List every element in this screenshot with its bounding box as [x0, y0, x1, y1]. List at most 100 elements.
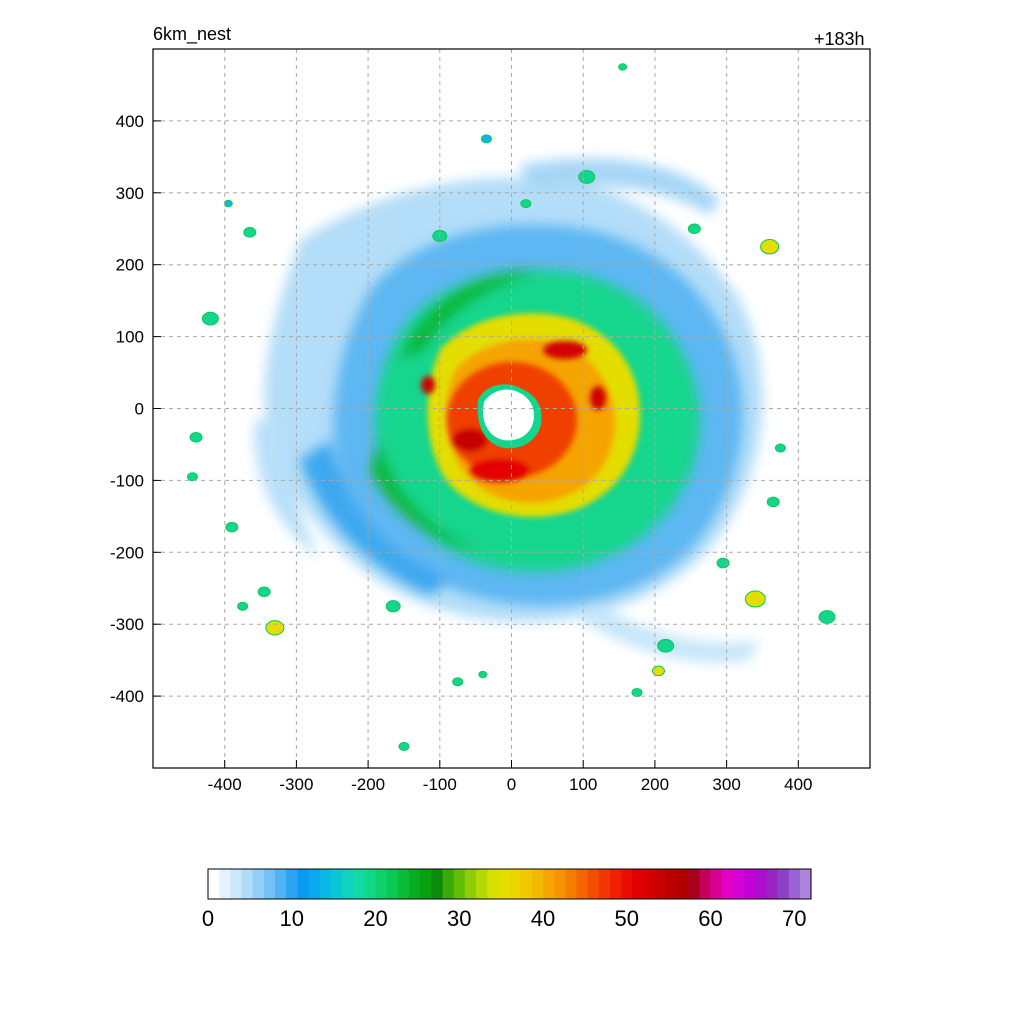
y-tick-label: 200: [116, 256, 144, 275]
colorbar-swatch: [643, 869, 656, 899]
colorbar-frame: [207, 868, 812, 900]
colorbar-swatch: [342, 869, 354, 899]
colorbar-swatch: [520, 869, 533, 899]
colorbar-tick-label: 10: [280, 906, 304, 931]
colorbar-swatch: [286, 869, 298, 899]
convective-cell: [818, 610, 836, 624]
colorbar-swatch: [531, 869, 544, 899]
colorbar-tick-label: 50: [615, 906, 639, 931]
convective-cell: [618, 63, 628, 71]
convective-cell: [243, 227, 257, 238]
convective-cell: [774, 443, 786, 453]
convective-cell: [657, 638, 675, 653]
x-tick-label: -400: [208, 775, 242, 794]
x-tick-label: -300: [279, 775, 313, 794]
convective-cell: [520, 199, 532, 209]
colorbar-swatch: [297, 869, 310, 899]
y-tick-label: -300: [110, 615, 144, 634]
colorbar-swatch: [632, 869, 645, 899]
x-tick-label: 100: [569, 775, 597, 794]
colorbar-swatch: [364, 869, 377, 899]
colorbar-swatch: [554, 869, 566, 899]
chart-title-right: +183h: [814, 29, 865, 49]
convective-cell: [631, 688, 643, 698]
x-tick-label: 400: [784, 775, 812, 794]
colorbar-swatch: [330, 869, 343, 899]
colorbar-swatch: [587, 869, 600, 899]
colorbar-swatch: [319, 869, 332, 899]
convective-cell: [766, 496, 780, 508]
colorbar: [207, 868, 812, 900]
colorbar-tick-label: 60: [698, 906, 722, 931]
convective-cell: [237, 601, 249, 611]
convective-cells: [186, 63, 836, 751]
convective-cell: [189, 431, 203, 443]
convective-cell: [651, 665, 665, 677]
colorbar-swatch: [208, 869, 220, 899]
colorbar-swatch: [543, 869, 555, 899]
colorbar-swatch: [565, 869, 578, 899]
colorbar-swatch: [721, 869, 734, 899]
convective-cell: [760, 239, 780, 255]
colorbar-swatch: [688, 869, 700, 899]
colorbar-swatch: [621, 869, 633, 899]
colorbar-swatch: [498, 869, 511, 899]
colorbar-swatch: [431, 869, 444, 899]
colorbar-swatch: [598, 869, 611, 899]
colorbar-swatch: [576, 869, 589, 899]
colorbar-swatch: [241, 869, 254, 899]
convective-cell: [186, 472, 198, 482]
colorbar-swatch: [308, 869, 321, 899]
colorbar-tick-label: 40: [531, 906, 555, 931]
convective-cell: [687, 223, 701, 235]
convective-cell: [480, 134, 492, 144]
colorbar-swatch: [788, 869, 801, 899]
colorbar-tick-label: 30: [447, 906, 471, 931]
colorbar-swatch: [252, 869, 265, 899]
convective-cell: [578, 170, 596, 184]
y-tick-label: 400: [116, 112, 144, 131]
colorbar-ticks: 0 10 20 30 40 50 60 70: [202, 906, 807, 931]
chart-title-left: 6km_nest: [153, 24, 232, 44]
colorbar-swatch: [487, 869, 499, 899]
convective-cell: [201, 311, 219, 326]
convective-cell: [478, 670, 488, 679]
colorbar-swatch: [442, 869, 455, 899]
convective-cell: [716, 557, 730, 569]
convective-cell: [223, 199, 233, 208]
convective-cell: [265, 620, 285, 636]
colorbar-swatch: [453, 869, 466, 899]
convective-cell: [398, 741, 410, 751]
colorbar-swatch: [732, 869, 745, 899]
y-tick-label: -400: [110, 687, 144, 706]
colorbar-swatch: [699, 869, 712, 899]
colorbar-swatch: [654, 869, 667, 899]
colorbar-swatch: [275, 869, 287, 899]
colorbar-swatch: [777, 869, 790, 899]
colorbar-swatch: [665, 869, 678, 899]
colorbar-swatch: [397, 869, 410, 899]
colorbar-swatch: [409, 869, 421, 899]
colorbar-swatch: [766, 869, 779, 899]
convective-cell: [257, 586, 271, 598]
colorbar-swatch: [755, 869, 767, 899]
x-axis: -400 -300 -200 -100 0 100 200 300 400: [208, 760, 812, 794]
colorbar-swatch: [386, 869, 399, 899]
plot-area: -400 -300 -200 -100 0 100 200 300 400 400 300 200 1…: [110, 48, 871, 794]
colorbar-swatch: [464, 869, 477, 899]
eye: [477, 384, 542, 449]
convective-cell: [385, 600, 401, 613]
x-tick-label: 300: [712, 775, 740, 794]
y-tick-label: -200: [110, 543, 144, 562]
y-tick-label: -100: [110, 471, 144, 490]
colorbar-swatch: [710, 869, 723, 899]
x-tick-label: 200: [641, 775, 669, 794]
convective-cell: [744, 590, 766, 608]
y-axis: 400 300 200 100 0 -100 -200 -300 -400: [110, 112, 161, 706]
colorbar-swatch: [375, 869, 388, 899]
y-tick-label: 300: [116, 184, 144, 203]
colorbar-swatch: [420, 869, 432, 899]
convective-cell: [452, 677, 464, 687]
colorbar-swatch: [610, 869, 622, 899]
colorbar-tick-label: 70: [782, 906, 806, 931]
